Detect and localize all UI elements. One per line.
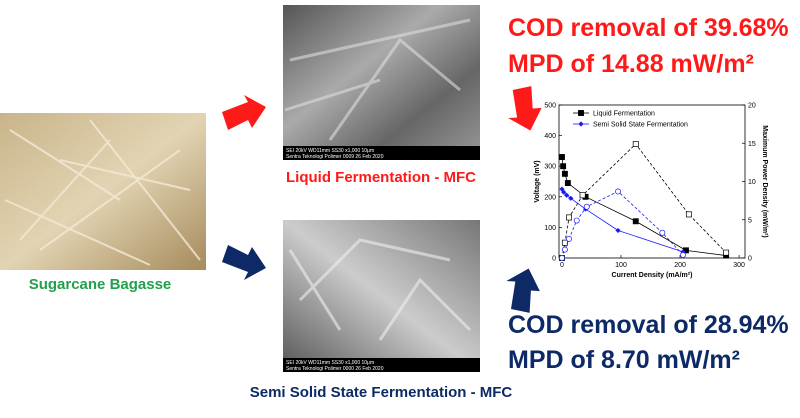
marker [685, 211, 692, 218]
marker [559, 255, 565, 261]
marker [680, 251, 686, 258]
series-line [561, 143, 727, 259]
y2-tick-label: 5 [748, 217, 752, 224]
marker [615, 188, 621, 195]
cod-liquid: COD removal of 39.68% [508, 14, 789, 42]
marker [561, 246, 568, 253]
liquid-caption: Liquid Fermentation - MFC [286, 169, 476, 186]
sem-info: SEI 20kV WD11mm SS30 x1,000 10μm [286, 360, 374, 366]
cod-semi: COD removal of 28.94% [508, 311, 789, 339]
marker [561, 239, 568, 246]
mpd-semi: MPD of 8.70 mW/m² [508, 346, 740, 374]
y2-axis-label: Maximum Power Density (mW/m²) [761, 125, 768, 237]
y-axis-label: Voltage (mV) [534, 160, 541, 202]
sem-texture [284, 18, 471, 141]
y-tick-label: 500 [544, 103, 556, 110]
x-tick-label: 300 [733, 262, 745, 269]
sem-lab: Sentra Teknologi Polimer 0000 26 Feb 202… [286, 366, 384, 372]
blue-arrow [222, 245, 266, 280]
bagasse-fibers [4, 119, 201, 266]
x-axis-label: Current Density (mA/m²) [612, 272, 693, 279]
y-tick-label: 400 [544, 133, 556, 140]
sem-info-bar [283, 146, 480, 160]
bagasse-label: Sugarcane Bagasse [29, 276, 172, 293]
sem-image-bottom [283, 220, 480, 372]
y2-tick-label: 10 [748, 179, 756, 186]
marker [561, 170, 568, 177]
marker [560, 163, 567, 170]
marker [632, 218, 639, 225]
y2-tick-label: 15 [748, 141, 756, 148]
marker [632, 141, 639, 147]
marker [723, 249, 730, 256]
y-tick-label: 200 [544, 194, 556, 201]
legend-marker [578, 121, 584, 127]
y2-tick-label: 0 [748, 256, 752, 263]
mpd-liquid: MPD of 14.88 mW/m² [508, 50, 754, 78]
marker [564, 180, 571, 186]
sem-info: SEI 20kV WD11mm SS30 x1,000 10μm [286, 148, 374, 154]
marker [559, 154, 565, 160]
marker [579, 192, 586, 199]
marker [564, 192, 570, 198]
marker [573, 217, 580, 224]
y2-tick-label: 20 [748, 103, 756, 110]
marker [566, 214, 572, 221]
x-tick-label: 200 [674, 262, 686, 269]
red-arrow [508, 86, 542, 131]
legend-label: Semi Solid State Fermentation [593, 122, 688, 129]
marker [583, 203, 590, 210]
marker [659, 229, 666, 236]
series-line [561, 190, 684, 259]
y-tick-label: 100 [544, 225, 556, 232]
x-tick-label: 100 [615, 262, 627, 269]
sem-lab: Sentra Teknologi Polimer 0009 26 Feb 202… [286, 154, 384, 160]
sem-info-bar [283, 358, 480, 372]
y-tick-label: 0 [552, 256, 556, 263]
legend-marker [578, 110, 584, 116]
red-arrow [222, 95, 266, 130]
series-line [561, 188, 684, 253]
power-chart: 0 100 200 300010020030040050005101520Curren… [534, 103, 768, 280]
blue-arrow [506, 268, 540, 313]
sem-image-top [283, 5, 480, 160]
sem-texture [288, 238, 472, 341]
x-tick-label: 0 [560, 262, 564, 269]
marker [615, 227, 621, 234]
marker [568, 195, 574, 201]
legend-label: Liquid Fermentation [593, 111, 655, 118]
y-tick-label: 300 [544, 164, 556, 171]
semi-caption: Semi Solid State Fermentation - MFC [250, 384, 513, 401]
marker [561, 189, 567, 195]
marker [566, 235, 572, 242]
